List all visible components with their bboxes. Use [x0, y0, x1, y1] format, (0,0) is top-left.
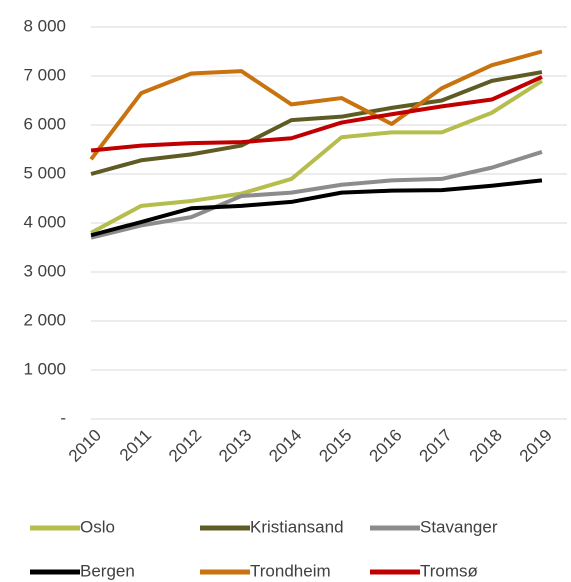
series-line: [89, 49, 543, 161]
x-tick-label: 2010: [65, 426, 105, 466]
y-tick-label: 4 000: [23, 212, 66, 231]
x-tick-label: 2019: [516, 426, 556, 466]
series-line: [90, 70, 543, 176]
y-tick-label: -: [60, 408, 66, 427]
legend-label: Oslo: [80, 517, 115, 536]
series-line: [90, 178, 543, 238]
legend-label: Kristiansand: [250, 517, 344, 536]
x-tick-label: 2012: [165, 426, 205, 466]
y-tick-label: 8 000: [23, 16, 66, 35]
legend-label: Stavanger: [420, 517, 498, 536]
y-tick-label: 5 000: [23, 163, 66, 182]
y-tick-label: 6 000: [23, 114, 66, 133]
x-tick-label: 2013: [215, 426, 255, 466]
legend-label: Tromsø: [420, 561, 478, 580]
y-tick-label: 2 000: [23, 310, 66, 329]
y-tick-label: 1 000: [23, 359, 66, 378]
x-tick-label: 2015: [315, 426, 355, 466]
x-tick-label: 2011: [116, 426, 155, 465]
y-tick-label: 3 000: [23, 261, 66, 280]
x-tick-label: 2018: [466, 426, 506, 466]
legend-label: Trondheim: [250, 561, 331, 580]
series-line: [90, 150, 543, 240]
legend-label: Bergen: [80, 561, 135, 580]
x-tick-label: 2017: [416, 426, 456, 466]
x-tick-label: 2014: [265, 426, 305, 466]
series-line: [90, 75, 543, 153]
x-tick-label: 2016: [365, 426, 405, 466]
y-tick-label: 7 000: [23, 65, 66, 84]
series-line: [90, 79, 544, 235]
